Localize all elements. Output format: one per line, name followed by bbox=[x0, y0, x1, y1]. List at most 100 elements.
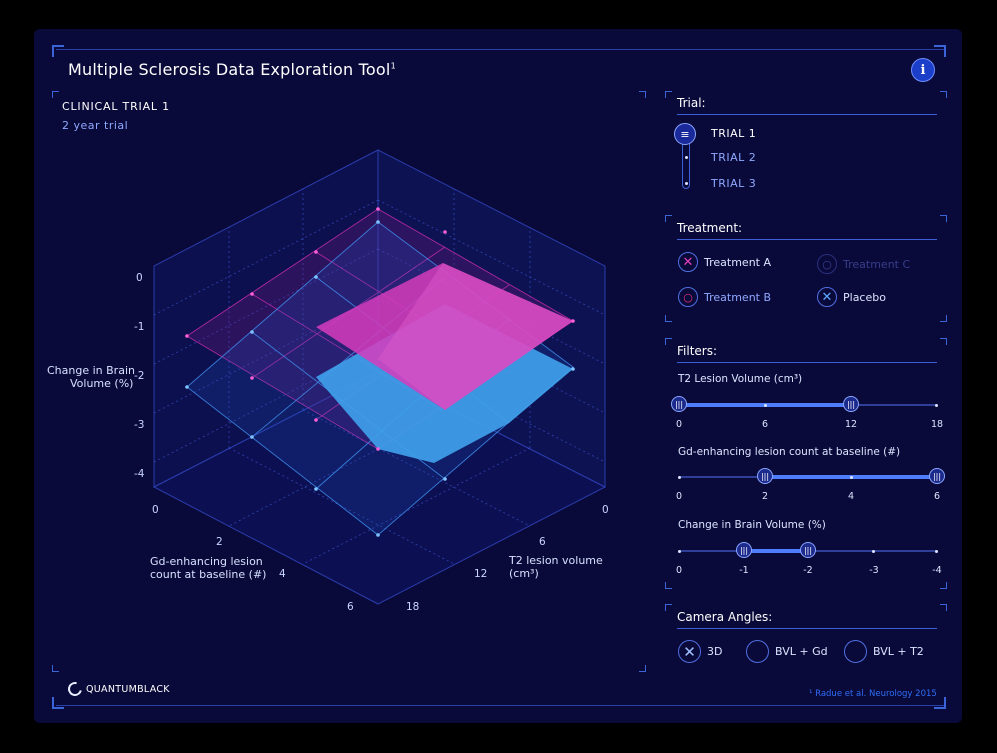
slider-tick bbox=[935, 404, 938, 407]
treatment-c-option[interactable]: ○ Treatment C bbox=[817, 254, 910, 274]
cross-icon: ✕ bbox=[821, 289, 833, 305]
t2-filter-label: T2 Lesion Volume (cm³) bbox=[678, 373, 803, 385]
citation: ¹ Radue et al. Neurology 2015 bbox=[809, 689, 937, 699]
z-tick: -2 bbox=[134, 370, 144, 382]
slider-tick bbox=[678, 476, 681, 479]
panel-corner bbox=[940, 338, 947, 345]
frame-corner bbox=[934, 697, 946, 709]
x-axis-title: Gd-enhancing lesion bbox=[150, 555, 263, 568]
filters-section-title: Filters: bbox=[677, 344, 718, 358]
panel-corner bbox=[940, 91, 947, 98]
app-title: Multiple Sclerosis Data Exploration Tool… bbox=[68, 60, 396, 79]
camera-3d-radio[interactable]: ✕ bbox=[678, 640, 701, 663]
t2-slider-handle-min[interactable]: ||| bbox=[671, 396, 687, 412]
logo-icon bbox=[65, 679, 85, 699]
y-tick: 12 bbox=[474, 568, 487, 580]
t2-tick: 0 bbox=[675, 419, 683, 430]
menu-icon: ≡ bbox=[680, 127, 690, 141]
gd-tick: 2 bbox=[761, 491, 769, 502]
trial-item-1[interactable]: TRIAL 1 bbox=[711, 127, 757, 140]
y-tick: 18 bbox=[406, 601, 419, 613]
slider-tick bbox=[872, 550, 875, 553]
panel-corner bbox=[665, 604, 672, 611]
treatment-c-checkbox[interactable]: ○ bbox=[817, 254, 837, 274]
bv-slider-handle-min[interactable]: ||| bbox=[736, 542, 752, 558]
panel-corner bbox=[940, 315, 947, 322]
slider-tick bbox=[935, 550, 938, 553]
treatment-a-label: Treatment A bbox=[704, 255, 771, 269]
treatment-section-title: Treatment: bbox=[677, 221, 743, 235]
filters-section-rule bbox=[677, 362, 937, 363]
bv-filter-label: Change in Brain Volume (%) bbox=[678, 519, 826, 531]
z-tick: 0 bbox=[136, 272, 143, 284]
x-tick: 2 bbox=[216, 536, 223, 548]
treatment-a-option[interactable]: ✕ Treatment A bbox=[678, 252, 771, 272]
panel-corner bbox=[665, 582, 672, 589]
surface-plot[interactable]: 0 -1 -2 -3 -4 Change in Brain Volume (%)… bbox=[34, 29, 654, 669]
t2-tick: 18 bbox=[930, 419, 944, 430]
t2-slider-handle-max[interactable]: ||| bbox=[843, 396, 859, 412]
slider-tick bbox=[678, 550, 681, 553]
y-axis-title: T2 lesion volume bbox=[508, 554, 603, 567]
bv-tick: 0 bbox=[675, 565, 683, 576]
app-screen: Multiple Sclerosis Data Exploration Tool… bbox=[34, 29, 962, 723]
bv-tick: -2 bbox=[803, 565, 813, 576]
camera-section-title: Camera Angles: bbox=[677, 610, 773, 624]
trial-item-3[interactable]: TRIAL 3 bbox=[711, 177, 757, 190]
camera-bvl-t2-option[interactable]: BVL + T2 bbox=[844, 640, 924, 663]
bv-tick: -3 bbox=[869, 565, 879, 576]
treatment-b-option[interactable]: ○ Treatment B bbox=[678, 287, 771, 307]
chart-trial-subtitle: 2 year trial bbox=[62, 119, 129, 132]
camera-3d-label: 3D bbox=[707, 645, 723, 658]
trial-dot bbox=[685, 182, 688, 185]
treatment-a-surface bbox=[316, 263, 573, 410]
bv-tick: -1 bbox=[739, 565, 749, 576]
x-tick: 0 bbox=[152, 504, 159, 516]
z-axis: 0 -1 -2 -3 -4 Change in Brain Volume (%) bbox=[47, 272, 145, 480]
y-axis-title: (cm³) bbox=[509, 567, 539, 580]
gd-tick: 6 bbox=[933, 491, 941, 502]
camera-bvl-t2-label: BVL + T2 bbox=[873, 645, 924, 658]
gd-slider-handle-min[interactable]: ||| bbox=[757, 468, 773, 484]
panel-corner bbox=[940, 604, 947, 611]
info-icon[interactable]: i bbox=[911, 58, 935, 82]
x-tick: 4 bbox=[279, 568, 286, 580]
placebo-checkbox[interactable]: ✕ bbox=[817, 287, 837, 307]
panel-corner bbox=[940, 582, 947, 589]
title-footnote-mark: 1 bbox=[390, 61, 396, 71]
z-tick: -3 bbox=[134, 419, 144, 431]
treatment-b-checkbox[interactable]: ○ bbox=[678, 287, 698, 307]
placebo-option[interactable]: ✕ Placebo bbox=[817, 287, 886, 307]
gd-tick: 4 bbox=[847, 491, 855, 502]
ring-icon: ○ bbox=[683, 290, 693, 304]
bv-slider-range bbox=[744, 549, 808, 553]
frame-corner bbox=[52, 45, 64, 57]
trial-section-rule bbox=[677, 114, 937, 115]
camera-section-rule bbox=[677, 628, 937, 629]
logo-text: QUANTUMBLACK bbox=[86, 683, 170, 695]
panel-corner bbox=[665, 215, 672, 222]
footer-rule bbox=[56, 705, 944, 706]
gd-slider-handle-max[interactable]: ||| bbox=[929, 468, 945, 484]
camera-bvl-gd-radio[interactable] bbox=[746, 640, 769, 663]
trial-selector-knob[interactable]: ≡ bbox=[674, 123, 696, 145]
panel-corner bbox=[665, 315, 672, 322]
camera-3d-option[interactable]: ✕ 3D bbox=[678, 640, 722, 663]
treatment-a-checkbox[interactable]: ✕ bbox=[678, 252, 698, 272]
trial-item-2[interactable]: TRIAL 2 bbox=[711, 151, 757, 164]
gd-filter-label: Gd-enhancing lesion count at baseline (#… bbox=[678, 446, 901, 458]
header-rule bbox=[56, 49, 944, 50]
trial-section-title: Trial: bbox=[677, 96, 706, 110]
bv-slider-handle-max[interactable]: ||| bbox=[800, 542, 816, 558]
frame-corner bbox=[52, 697, 64, 709]
camera-bvl-gd-option[interactable]: BVL + Gd bbox=[746, 640, 828, 663]
camera-bvl-t2-radio[interactable] bbox=[844, 640, 867, 663]
y-axis: 0 6 12 18 T2 lesion volume (cm³) bbox=[406, 504, 609, 613]
treatment-a-surface-overlap bbox=[378, 263, 573, 410]
slider-tick bbox=[850, 476, 853, 479]
x-axis-title: count at baseline (#) bbox=[150, 568, 266, 581]
quantumblack-logo: QUANTUMBLACK bbox=[65, 679, 170, 699]
app-title-text: Multiple Sclerosis Data Exploration Tool bbox=[68, 60, 391, 79]
panel-corner bbox=[665, 338, 672, 345]
